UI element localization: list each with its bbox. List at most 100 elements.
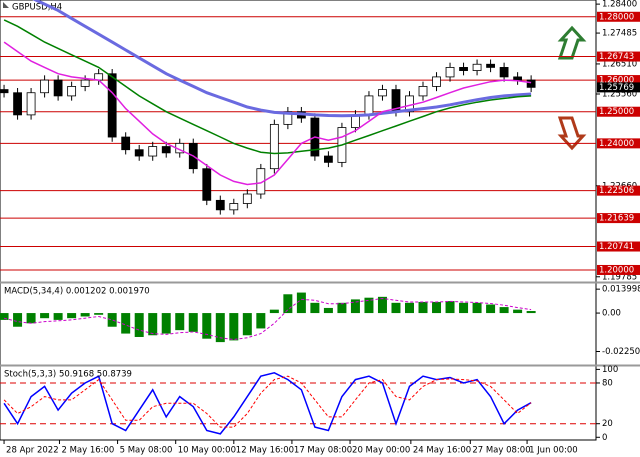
macd-bar xyxy=(337,302,347,314)
candle-body xyxy=(161,146,171,154)
level-label: 1.20000 xyxy=(599,265,634,275)
candle-body xyxy=(67,86,77,97)
level-label-bg xyxy=(597,75,640,86)
x-tick-label: 27 May 08:00 xyxy=(472,446,530,456)
candle-body xyxy=(432,76,441,87)
macd-bar xyxy=(499,307,509,314)
macd-bar xyxy=(80,313,90,317)
x-tick-label: 2 May 16:00 xyxy=(61,446,114,456)
level-label-bg xyxy=(597,185,640,196)
candle-body xyxy=(378,89,387,97)
candle-body xyxy=(202,168,212,201)
y-tick-label: 1.19785 xyxy=(602,272,637,282)
macd-bar xyxy=(53,313,63,320)
candle-body xyxy=(486,63,495,68)
last-price-bg xyxy=(597,82,640,93)
candle-body xyxy=(215,199,225,211)
candle-body xyxy=(148,146,158,157)
macd-bar xyxy=(229,313,239,341)
macd-bar xyxy=(283,294,293,314)
macd-bar xyxy=(175,313,185,331)
y-tick-label: 0.013998 xyxy=(602,285,640,295)
y-tick-label: 1.25560 xyxy=(602,90,637,100)
candle-body xyxy=(513,76,523,81)
macd-bar xyxy=(215,313,225,343)
candle-body xyxy=(229,203,239,211)
candle-body xyxy=(53,79,63,97)
candle-body xyxy=(40,79,49,94)
candle-body xyxy=(26,92,36,116)
candle-body xyxy=(445,67,455,78)
candle-body xyxy=(324,155,333,163)
y-tick-label: -0.022501 xyxy=(602,347,640,357)
level-label: 1.20741 xyxy=(599,242,634,252)
plot-frame xyxy=(0,0,597,441)
stoch-line xyxy=(3,375,532,428)
y-tick-label: 80 xyxy=(602,378,613,388)
up-arrow-icon xyxy=(557,25,587,60)
y-tick-label: 1.26510 xyxy=(602,59,637,69)
candle-body xyxy=(107,73,117,138)
macd-bar xyxy=(40,313,50,319)
macd-bar xyxy=(296,292,306,314)
macd-bar xyxy=(256,313,266,329)
x-tick-label: 20 May 00:00 xyxy=(352,446,410,456)
macd-bar xyxy=(418,301,428,314)
y-tick-label: 1.28400 xyxy=(602,0,637,10)
moving-average xyxy=(3,19,532,155)
macd-bar xyxy=(459,302,469,314)
level-label-bg xyxy=(597,106,640,117)
moving-average xyxy=(3,41,532,186)
candle-body xyxy=(269,123,279,170)
panel-title: Stoch(5,3,3) 50.9168 50.8739 xyxy=(4,370,132,380)
last-price-label: 1.25769 xyxy=(599,83,634,93)
level-label: 1.26000 xyxy=(599,76,634,86)
moving-average xyxy=(32,0,532,118)
level-label: 1.26743 xyxy=(599,52,634,62)
macd-bar xyxy=(391,302,401,314)
y-tick-label: 100 xyxy=(602,365,618,375)
macd-bar xyxy=(377,296,387,314)
candle-body xyxy=(459,67,468,71)
x-tick-label: 12 May 16:00 xyxy=(236,446,294,456)
macd-bar xyxy=(134,313,144,337)
candle-body xyxy=(472,63,482,71)
macd-bar xyxy=(526,311,536,314)
candle-body xyxy=(526,79,536,88)
macd-bar xyxy=(472,302,482,314)
macd-bar xyxy=(350,299,360,314)
stoch-line xyxy=(3,372,532,435)
level-label: 1.24000 xyxy=(599,139,634,149)
level-label-bg xyxy=(597,138,640,149)
x-tick-label: 1 Jun 00:00 xyxy=(529,446,578,456)
symbol-icon xyxy=(3,2,9,8)
signal-line xyxy=(3,297,532,341)
symbol-title: GBPUSD,H4 xyxy=(12,3,62,13)
level-label: 1.28000 xyxy=(599,12,634,22)
x-tick-label: 5 May 08:00 xyxy=(120,446,173,456)
macd-bar xyxy=(67,313,77,319)
level-label-bg xyxy=(597,241,640,252)
macd-bar xyxy=(202,313,212,339)
macd-bar xyxy=(269,309,279,314)
macd-bar xyxy=(404,302,414,314)
candle-body xyxy=(499,67,509,78)
macd-bar xyxy=(26,313,36,324)
candle-body xyxy=(13,92,22,116)
macd-bar xyxy=(242,313,252,336)
level-label-bg xyxy=(597,264,640,275)
macd-bar xyxy=(310,302,320,314)
macd-bar xyxy=(323,307,333,314)
level-label-bg xyxy=(597,11,640,22)
macd-bar xyxy=(513,309,523,314)
macd-bar xyxy=(445,301,455,314)
macd-bar xyxy=(432,301,442,314)
macd-bar xyxy=(161,313,171,334)
macd-bar xyxy=(486,304,496,314)
y-tick-label: 0.00 xyxy=(602,309,621,319)
macd-bar xyxy=(364,297,374,314)
candle-body xyxy=(0,89,9,94)
macd-bar xyxy=(94,313,104,315)
level-label: 1.25000 xyxy=(599,107,634,117)
